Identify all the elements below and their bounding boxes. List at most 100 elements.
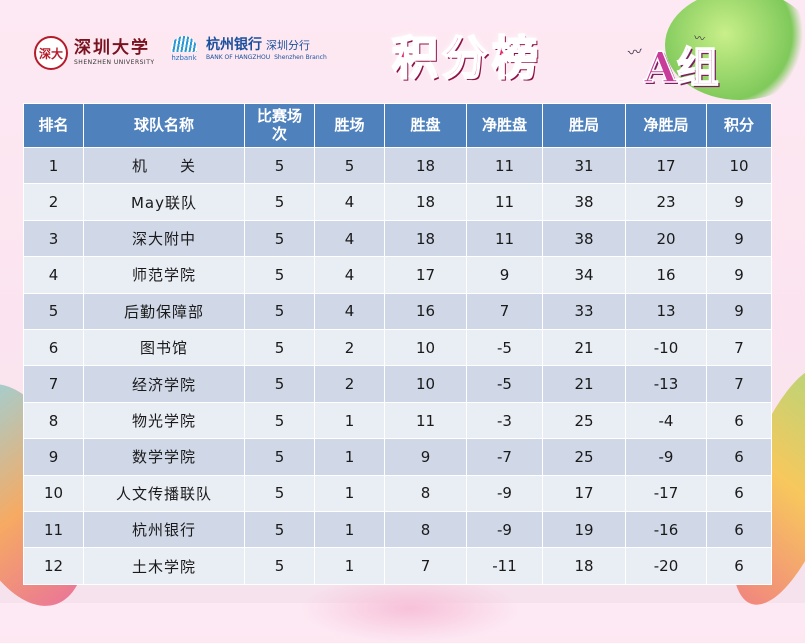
table-row: 3 深大附中 5 4 18 11 38 20 9 <box>23 219 772 258</box>
cell-points: 7 <box>706 365 772 403</box>
cell-team-name: 后勤保障部 <box>83 292 245 331</box>
cell-rank: 8 <box>23 401 84 440</box>
cell-rank: 4 <box>23 256 84 294</box>
cell-matches: 5 <box>244 292 315 331</box>
cell-team-name: 深大附中 <box>83 219 245 258</box>
background-decoration <box>665 0 805 100</box>
cell-wins: 1 <box>314 547 385 585</box>
cell-net-sets: -3 <box>466 401 543 440</box>
hzbank-branch-en: Shenzhen Branch <box>274 53 327 61</box>
cell-sets-won: 17 <box>384 256 467 294</box>
cell-points: 6 <box>706 438 772 476</box>
bird-icon: 〰 <box>626 43 644 63</box>
cell-sets-won: 10 <box>384 365 467 403</box>
table-row: 8 物光学院 5 1 11 -3 25 -4 6 <box>23 401 772 440</box>
cell-net-sets: -5 <box>466 329 543 367</box>
cell-points: 6 <box>706 547 772 585</box>
cell-net-sets: -9 <box>466 474 543 513</box>
column-header-net-games: 净胜局 <box>625 103 707 148</box>
table-header-row: 排名 球队名称 比赛场次 胜场 胜盘 净胜盘 胜局 净胜局 积分 <box>23 103 772 148</box>
szu-seal-icon: 深大 <box>34 36 68 70</box>
column-header-team: 球队名称 <box>83 103 245 148</box>
cell-games-won: 38 <box>542 183 626 221</box>
cell-net-games: 16 <box>625 256 707 294</box>
cell-matches: 5 <box>244 474 315 513</box>
cell-net-games: -13 <box>625 365 707 403</box>
cell-matches: 5 <box>244 438 315 476</box>
cell-games-won: 17 <box>542 474 626 513</box>
cell-sets-won: 8 <box>384 511 467 549</box>
cell-wins: 2 <box>314 329 385 367</box>
cell-sets-won: 7 <box>384 547 467 585</box>
cell-games-won: 21 <box>542 329 626 367</box>
cell-net-games: 17 <box>625 146 707 185</box>
cell-games-won: 21 <box>542 365 626 403</box>
cell-sets-won: 16 <box>384 292 467 331</box>
cell-net-sets: -9 <box>466 511 543 549</box>
cell-team-name: 数学学院 <box>83 438 245 476</box>
table-row: 9 数学学院 5 1 9 -7 25 -9 6 <box>23 438 772 476</box>
cell-net-sets: 11 <box>466 146 543 185</box>
cell-rank: 12 <box>23 547 84 585</box>
column-header-wins: 胜场 <box>314 103 385 148</box>
cell-net-games: -17 <box>625 474 707 513</box>
cell-matches: 5 <box>244 146 315 185</box>
cell-rank: 10 <box>23 474 84 513</box>
cell-net-games: -16 <box>625 511 707 549</box>
cell-wins: 4 <box>314 219 385 258</box>
header: 深大 深圳大学 SHENZHEN UNIVERSITY hzbank 杭州银行 … <box>0 0 805 100</box>
cell-net-games: -4 <box>625 401 707 440</box>
table-row: 10 人文传播联队 5 1 8 -9 17 -17 6 <box>23 474 772 513</box>
cell-points: 10 <box>706 146 772 185</box>
cell-net-sets: -5 <box>466 365 543 403</box>
cell-net-sets: 9 <box>466 256 543 294</box>
cell-team-name: 人文传播联队 <box>83 474 245 513</box>
group-label: A组 <box>643 42 719 93</box>
hzbank-branch-cn: 深圳分行 <box>266 38 310 52</box>
cell-team-name: 机 关 <box>83 146 245 185</box>
column-header-net-sets: 净胜盘 <box>466 103 543 148</box>
column-header-games-won: 胜局 <box>542 103 626 148</box>
cell-sets-won: 18 <box>384 219 467 258</box>
cell-points: 9 <box>706 256 772 294</box>
cell-points: 9 <box>706 219 772 258</box>
cell-sets-won: 18 <box>384 146 467 185</box>
cell-points: 7 <box>706 329 772 367</box>
cell-rank: 2 <box>23 183 84 221</box>
cell-points: 9 <box>706 183 772 221</box>
cell-rank: 5 <box>23 292 84 331</box>
cell-points: 6 <box>706 511 772 549</box>
cell-matches: 5 <box>244 329 315 367</box>
cell-games-won: 31 <box>542 146 626 185</box>
cell-wins: 4 <box>314 256 385 294</box>
cell-matches: 5 <box>244 401 315 440</box>
hzbank-icon: hzbank <box>168 36 200 62</box>
cell-matches: 5 <box>244 183 315 221</box>
column-header-sets-won: 胜盘 <box>384 103 467 148</box>
szu-logo: 深大 深圳大学 SHENZHEN UNIVERSITY <box>34 36 155 70</box>
cell-net-games: -9 <box>625 438 707 476</box>
hzbank-name-cn: 杭州银行 <box>206 36 262 53</box>
cell-net-games: 13 <box>625 292 707 331</box>
cell-rank: 7 <box>23 365 84 403</box>
cell-team-name: 杭州银行 <box>83 511 245 549</box>
cell-matches: 5 <box>244 365 315 403</box>
cell-games-won: 38 <box>542 219 626 258</box>
cell-team-name: 师范学院 <box>83 256 245 294</box>
szu-name-cn: 深圳大学 <box>74 38 150 58</box>
cell-wins: 5 <box>314 146 385 185</box>
cell-team-name: 土木学院 <box>83 547 245 585</box>
cell-games-won: 34 <box>542 256 626 294</box>
cell-sets-won: 9 <box>384 438 467 476</box>
cell-net-games: 20 <box>625 219 707 258</box>
hzbank-logo: hzbank 杭州银行 深圳分行 BANK OF HANGZHOU Shenzh… <box>168 36 327 62</box>
table-row: 5 后勤保障部 5 4 16 7 33 13 9 <box>23 292 772 331</box>
cell-rank: 3 <box>23 219 84 258</box>
cell-net-games: 23 <box>625 183 707 221</box>
table-row: 6 图书馆 5 2 10 -5 21 -10 7 <box>23 329 772 367</box>
cell-rank: 1 <box>23 146 84 185</box>
cell-rank: 11 <box>23 511 84 549</box>
cell-matches: 5 <box>244 219 315 258</box>
cell-team-name: 物光学院 <box>83 401 245 440</box>
